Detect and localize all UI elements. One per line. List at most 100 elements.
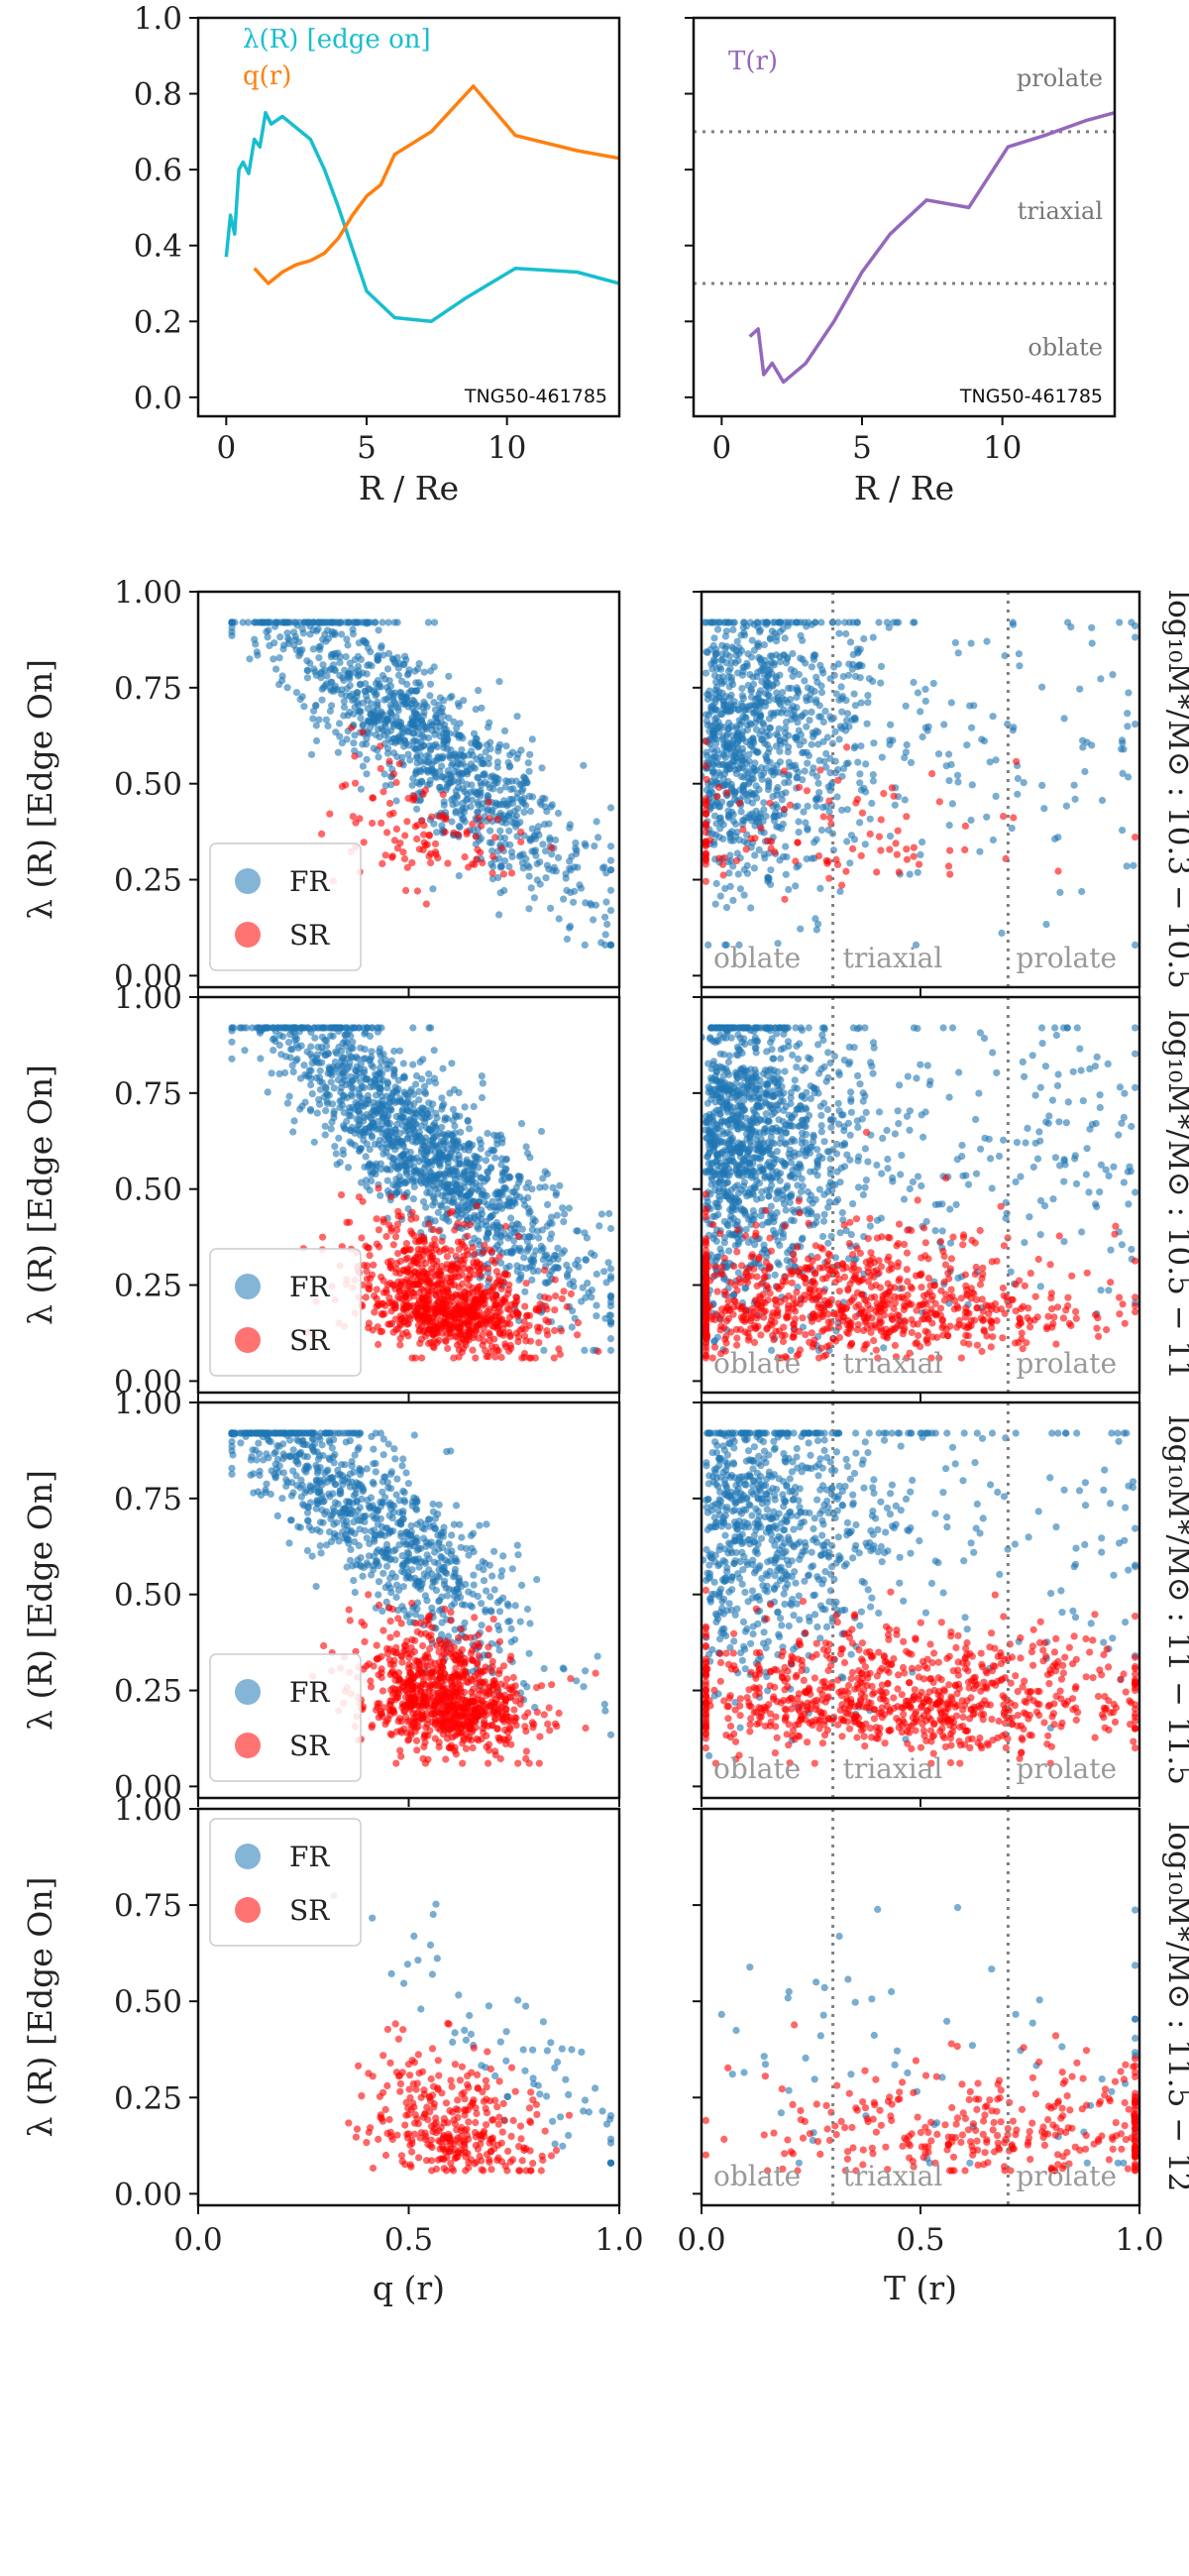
sr-point <box>352 779 360 787</box>
fr-point <box>485 1169 492 1176</box>
fr-point <box>748 810 756 818</box>
fr-point <box>383 749 392 757</box>
fr-point <box>287 1046 295 1054</box>
sr-point <box>505 1313 514 1321</box>
sr-point <box>431 840 440 848</box>
sr-point <box>742 845 750 853</box>
sr-point <box>814 852 823 860</box>
fr-point <box>435 783 444 792</box>
fr-point <box>368 1133 377 1141</box>
fr-point <box>1097 1161 1105 1169</box>
fr-point <box>1120 1113 1128 1121</box>
fr-point <box>323 672 331 680</box>
fr-point <box>545 1254 553 1263</box>
fr-point <box>253 618 261 626</box>
fr-point <box>458 746 466 754</box>
fr-point <box>963 741 971 749</box>
sr-point <box>489 852 497 860</box>
fr-point <box>367 1114 376 1122</box>
fr-point <box>420 1114 428 1122</box>
sr-point <box>455 1265 463 1274</box>
fr-point <box>361 687 369 695</box>
fr-point <box>270 655 277 663</box>
fr-point <box>300 703 308 711</box>
sr-point <box>379 1288 387 1296</box>
fr-point <box>270 639 278 647</box>
fr-point <box>420 757 428 765</box>
fr-point <box>825 808 833 816</box>
fr-point <box>494 775 502 783</box>
fr-point <box>497 1188 505 1196</box>
sr-point <box>493 1347 501 1355</box>
fr-point <box>886 833 895 840</box>
sr-point <box>409 796 417 804</box>
x-tick-label: 0 <box>216 430 236 466</box>
sr-point <box>373 1286 380 1293</box>
fr-point <box>767 767 775 776</box>
fr-point <box>356 681 365 689</box>
sr-point <box>410 1232 418 1240</box>
sr-point <box>413 887 421 895</box>
fr-point <box>426 692 434 700</box>
fr-point <box>528 847 536 855</box>
fr-point <box>408 1176 416 1183</box>
fr-point <box>460 1171 468 1178</box>
fr-point <box>838 1208 846 1217</box>
fr-point <box>485 760 492 768</box>
fr-point <box>716 722 724 730</box>
fr-point <box>1098 796 1107 805</box>
fr-point <box>719 705 727 714</box>
sr-point <box>894 827 902 835</box>
fr-point <box>857 742 865 750</box>
fr-point <box>421 1089 430 1098</box>
fr-point <box>547 1213 556 1221</box>
fr-point <box>764 777 773 785</box>
fr-point <box>864 699 872 707</box>
fr-point <box>733 723 741 730</box>
fr-point <box>768 652 776 660</box>
fr-point <box>521 1288 529 1295</box>
sr-point <box>419 845 427 854</box>
fr-point <box>794 719 802 727</box>
fr-point <box>315 654 323 662</box>
sr-point <box>369 819 377 828</box>
fr-point <box>497 1161 505 1169</box>
fr-point <box>387 781 395 789</box>
fr-point <box>779 625 787 633</box>
sr-point <box>781 805 789 814</box>
fr-point <box>306 1051 314 1059</box>
fr-point <box>351 747 359 755</box>
legend-sr-marker <box>235 1327 261 1353</box>
sr-point <box>391 1299 399 1307</box>
y-tick-label: 1.00 <box>114 575 182 611</box>
fr-point <box>353 1053 361 1062</box>
fr-point <box>945 822 953 830</box>
sr-point <box>438 1263 446 1271</box>
fr-point <box>767 866 775 874</box>
fr-point <box>828 618 836 626</box>
fr-point <box>481 770 488 778</box>
fr-point <box>525 905 533 913</box>
fr-point <box>525 767 533 775</box>
fr-point <box>346 1138 354 1146</box>
fr-point <box>738 685 746 693</box>
fr-point <box>283 684 291 692</box>
fr-point <box>584 1280 592 1288</box>
sr-point <box>477 1283 485 1290</box>
fr-point <box>547 904 555 913</box>
fr-point <box>475 1225 483 1233</box>
fr-point <box>388 1142 396 1150</box>
fr-point <box>789 762 797 770</box>
fr-point <box>779 689 787 697</box>
sr-point <box>702 795 710 803</box>
fr-point <box>464 1206 472 1214</box>
fr-point <box>487 860 495 868</box>
fr-point <box>968 781 976 789</box>
fr-point <box>318 696 326 704</box>
sr-point <box>370 1261 378 1269</box>
sr-point <box>403 818 411 826</box>
fr-point <box>372 618 379 626</box>
fr-point <box>878 753 886 761</box>
fr-point <box>448 1166 456 1174</box>
sr-point <box>910 852 918 860</box>
